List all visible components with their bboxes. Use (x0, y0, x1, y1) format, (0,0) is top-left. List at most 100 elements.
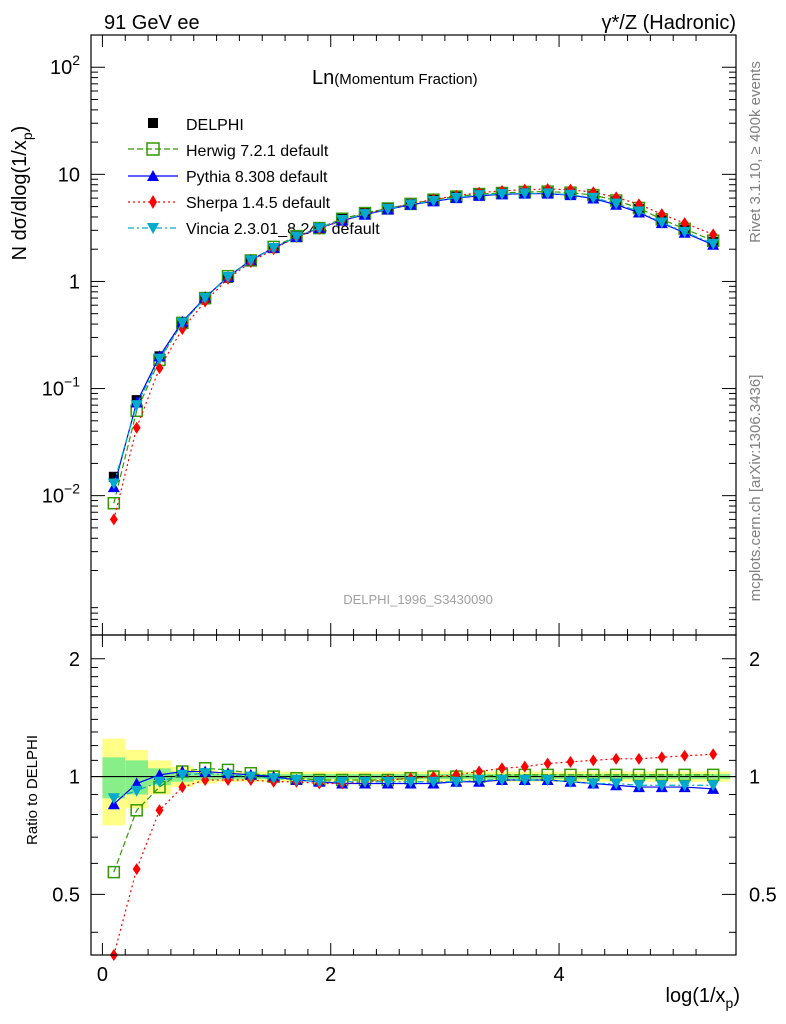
ratio-point-sherpa (709, 748, 718, 761)
legend-label-vincia: Vincia 2.3.01_8.243 default (186, 221, 380, 238)
x-tick-label: 0 (97, 964, 108, 986)
series-point-vincia (610, 198, 623, 210)
series-point-sherpa (155, 362, 164, 375)
ratio-band-inner (102, 757, 126, 799)
ratio-point-vincia (587, 778, 600, 790)
ratio-point-sherpa (201, 773, 210, 786)
ratio-point-sherpa (543, 757, 552, 770)
ratio-point-sherpa (178, 781, 187, 794)
ratio-point-vincia (707, 780, 720, 792)
y-tick-label: 10 (58, 164, 80, 186)
y-tick-label: 10−2 (42, 481, 80, 508)
series-point-sherpa (680, 217, 689, 230)
plot-title: Ln(Momentum Fraction) (312, 67, 478, 89)
y-axis-label: N dσ/dlog(1/xp) (9, 126, 35, 261)
series-point-vincia (495, 189, 508, 201)
ratio-point-vincia (541, 774, 554, 786)
ratio-tick-label-left: 0.5 (52, 884, 80, 906)
ratio-point-vincia (610, 778, 623, 790)
ratio-point-vincia (632, 780, 645, 792)
legend-label-sherpa: Sherpa 1.4.5 default (186, 195, 331, 212)
legend-marker-herwig (146, 142, 160, 156)
ratio-point-sherpa (520, 760, 529, 773)
series-point-vincia (587, 192, 600, 204)
main-plot-area (91, 35, 736, 635)
series-point-vincia (267, 243, 280, 255)
ratio-point-sherpa (589, 754, 598, 767)
ratio-point-vincia (221, 769, 234, 781)
ratio-point-sherpa (155, 804, 164, 817)
series-point-vincia (655, 217, 668, 229)
ratio-point-sherpa (657, 751, 666, 764)
series-point-vincia (176, 317, 189, 329)
ratio-point-vincia (176, 769, 189, 781)
series-point-vincia (244, 255, 257, 267)
ratio-point-vincia (450, 776, 463, 788)
ratio-point-vincia (678, 780, 691, 792)
series-point-vincia (404, 199, 417, 211)
analysis-id: DELPHI_1996_S3430090 (343, 592, 493, 607)
ratio-point-vincia (518, 774, 531, 786)
ratio-point-sherpa (634, 752, 643, 765)
legend-marker-vincia (147, 223, 159, 234)
ratio-point-vincia (473, 774, 486, 786)
ratio-tick-label-right: 0.5 (749, 884, 777, 906)
y-tick-label: 102 (50, 52, 80, 79)
series-point-vincia (632, 206, 645, 218)
series-point-vincia (336, 214, 349, 226)
series-point-vincia (199, 293, 212, 305)
ratio-point-sherpa (132, 863, 141, 876)
y-tick-label: 10−1 (42, 374, 80, 401)
ratio-tick-label-right: 1 (749, 767, 760, 789)
ratio-point-vincia (404, 776, 417, 788)
series-point-vincia (153, 353, 166, 365)
ratio-point-vincia (313, 776, 326, 788)
series-point-vincia (518, 188, 531, 200)
series-point-vincia (358, 209, 371, 221)
ratio-tick-label-left: 2 (69, 649, 80, 671)
legend-marker-sherpa (149, 195, 157, 209)
data-point-delphi (108, 471, 119, 482)
series-point-vincia (707, 238, 720, 250)
ratio-point-vincia (153, 776, 166, 788)
series-point-sherpa (657, 208, 666, 221)
series-point-herwig (107, 496, 121, 510)
series-point-vincia (541, 188, 554, 200)
ratio-point-vincia (107, 793, 120, 805)
ratio-point-vincia (358, 776, 371, 788)
x-tick-label: 4 (553, 964, 564, 986)
ratio-line-sherpa (113, 753, 714, 956)
y-axis-label-sub: p (19, 132, 35, 140)
series-point-vincia (450, 192, 463, 204)
series-point-vincia (313, 223, 326, 235)
ratio-point-vincia (655, 780, 668, 792)
ratio-tick-label-left: 1 (69, 767, 80, 789)
series-point-sherpa (709, 228, 718, 241)
legend-label-herwig: Herwig 7.2.1 default (186, 143, 329, 160)
ratio-point-sherpa (680, 749, 689, 762)
ratio-point-vincia (564, 776, 577, 788)
ratio-point-sherpa (612, 752, 621, 765)
series-point-vincia (381, 203, 394, 215)
series-point-vincia (107, 478, 120, 490)
x-tick-label: 2 (325, 964, 336, 986)
ratio-point-vincia (336, 776, 349, 788)
header-right: γ*/Z (Hadronic) (602, 12, 736, 34)
ratio-point-sherpa (475, 765, 484, 778)
series-point-sherpa (132, 421, 141, 434)
series-point-vincia (678, 226, 691, 238)
ratio-point-vincia (290, 774, 303, 786)
mcplots-reference: mcplots.cern.ch [arXiv:1306.3436] (747, 375, 764, 602)
ratio-point-sherpa (566, 755, 575, 768)
series-point-vincia (473, 190, 486, 202)
ratio-axis-label: Ratio to DELPHI (24, 735, 41, 845)
x-axis-label: log(1/xp) (666, 985, 741, 1011)
series-point-vincia (221, 272, 234, 284)
series-point-vincia (290, 231, 303, 243)
rivet-version: Rivet 3.1.10, ≥ 400k events (747, 61, 764, 243)
legend-label-delphi: DELPHI (186, 117, 244, 134)
series-point-vincia (564, 189, 577, 201)
legend-label-pythia: Pythia 8.308 default (186, 169, 328, 186)
ratio-point-vincia (381, 776, 394, 788)
